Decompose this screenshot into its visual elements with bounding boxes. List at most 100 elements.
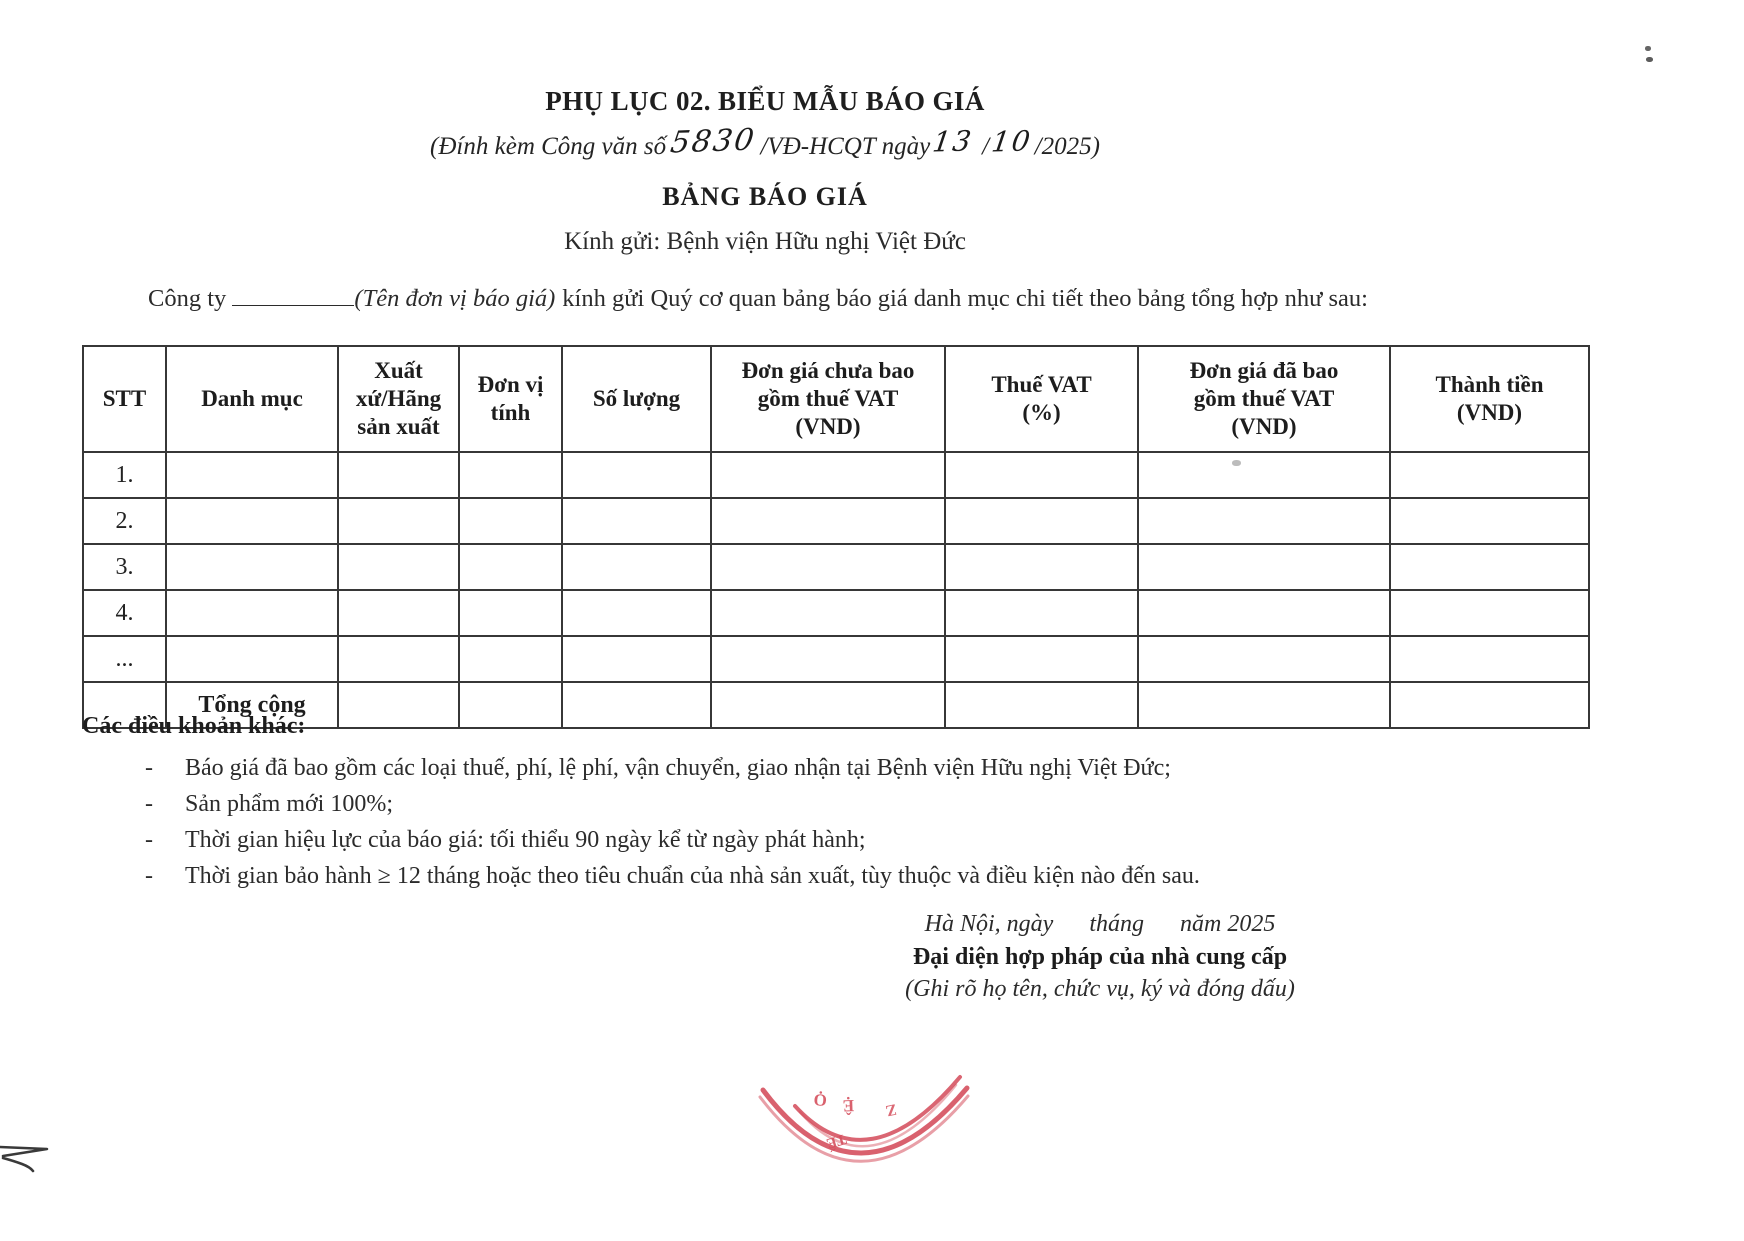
row-number-cell: 4. — [82, 589, 167, 637]
signature-role: Đại diện hợp pháp của nhà cung cấp — [912, 943, 1288, 970]
table-cell — [1137, 543, 1391, 591]
table-row: ... — [82, 635, 1590, 683]
column-header-xuat-xu: Xuất xứ/Hãng sản xuất — [337, 345, 460, 453]
header-row: STT Danh mục Xuất xứ/Hãng sản xuất Đơn v… — [82, 345, 1590, 453]
table-cell — [337, 497, 460, 545]
table-cell — [165, 589, 339, 637]
handwritten-doc-number: 5830 — [668, 122, 759, 161]
table-cell — [561, 497, 712, 545]
bullet-dash: - — [145, 755, 153, 781]
table-cell — [944, 497, 1139, 545]
subtitle-post: /2025) — [1034, 133, 1100, 160]
table-cell — [458, 543, 563, 591]
company-name-blank — [232, 281, 355, 306]
table-cell — [1389, 681, 1590, 729]
intro-paragraph: Công ty (Tên đơn vị báo giá) kính gửi Quý… — [148, 281, 1568, 313]
term-item: - Sản phẩm mới 100%; — [145, 786, 1595, 822]
stamp-letter: Ọ — [813, 1090, 828, 1110]
table-cell — [561, 451, 712, 499]
table-cell — [458, 589, 563, 637]
table-cell — [1137, 589, 1391, 637]
table-cell — [1389, 589, 1590, 637]
recipient-line: Kính gửi: Bệnh viện Hữu nghị Việt Đức — [564, 228, 966, 255]
row-number-cell: ... — [82, 635, 167, 683]
table-row: 1. — [82, 451, 1590, 499]
subtitle-line: (Đính kèm Công văn số5830/VĐ-HCQT ngày13… — [0, 123, 1530, 162]
table-cell — [337, 543, 460, 591]
table-cell — [337, 589, 460, 637]
subtitle-mid: /VĐ-HCQT ngày — [760, 133, 931, 160]
document-heading: BẢNG BÁO GIÁ — [662, 182, 868, 211]
table-row: 2. — [82, 497, 1590, 545]
column-header-thanh-tien: Thành tiền (VND) — [1389, 345, 1590, 453]
table-cell — [561, 543, 712, 591]
table-cell — [1389, 497, 1590, 545]
intro-rest: kính gửi Quý cơ quan bảng báo giá danh m… — [562, 285, 1368, 312]
table-cell — [561, 681, 712, 729]
table-row: 4. — [82, 589, 1590, 637]
row-number-cell: 3. — [82, 543, 167, 591]
table-cell — [561, 589, 712, 637]
table-cell — [1137, 681, 1391, 729]
table-cell — [1137, 497, 1391, 545]
table-cell — [710, 589, 946, 637]
table-cell — [458, 635, 563, 683]
bullet-dash: - — [145, 827, 153, 853]
table-cell — [710, 497, 946, 545]
table-cell — [561, 635, 712, 683]
table-cell — [944, 681, 1139, 729]
table-cell — [337, 681, 460, 729]
signature-block: Hà Nội, ngày tháng năm 2025 Đại diện hợp… — [840, 908, 1360, 1006]
table-cell — [458, 681, 563, 729]
signature-place-date: Hà Nội, ngày tháng năm 2025 — [924, 911, 1276, 937]
total-row: Tổng cộng — [82, 681, 1590, 729]
ink-speck — [1645, 46, 1651, 51]
term-text: Thời gian bảo hành ≥ 12 tháng hoặc theo … — [185, 863, 1200, 889]
table-cell — [165, 497, 339, 545]
terms-title: Các điều khoản khác: — [82, 713, 306, 739]
table-cell — [710, 681, 946, 729]
column-header-don-vi-tinh: Đơn vị tính — [458, 345, 563, 453]
table-cell — [337, 451, 460, 499]
stamp-letter: TẾ — [824, 1130, 848, 1152]
table-cell — [944, 451, 1139, 499]
stamp-letter: Z — [884, 1100, 898, 1119]
table-cell — [944, 589, 1139, 637]
table-cell — [82, 681, 167, 729]
ink-speck — [1646, 57, 1653, 62]
column-header-thue-vat: Thuế VAT (%) — [944, 345, 1139, 453]
table-cell — [165, 543, 339, 591]
scan-artifact — [1232, 460, 1241, 466]
table-row: 3. — [82, 543, 1590, 591]
term-text: Thời gian hiệu lực của báo giá: tối thiể… — [185, 827, 866, 853]
page-title: PHỤ LỤC 02. BIỂU MẪU BÁO GIÁ — [545, 86, 985, 116]
table-cell — [710, 543, 946, 591]
terms-list: - Báo giá đã bao gồm các loại thuế, phí,… — [145, 750, 1595, 894]
table-cell — [1389, 635, 1590, 683]
column-header-stt: STT — [82, 345, 167, 453]
total-label-cell: Tổng cộng — [165, 681, 339, 729]
table-cell — [1389, 451, 1590, 499]
column-header-danh-muc: Danh mục — [165, 345, 339, 453]
subtitle-separator: / — [982, 133, 990, 160]
red-stamp: Ọ Ệ Z TẾ — [758, 1075, 970, 1163]
term-item: - Thời gian bảo hành ≥ 12 tháng hoặc the… — [145, 858, 1595, 894]
stamp-letter: Ệ — [842, 1096, 854, 1115]
company-label: Công ty — [148, 285, 227, 312]
company-hint: (Tên đơn vị báo giá) — [354, 285, 556, 312]
subtitle-pre: (Đính kèm Công văn số — [430, 133, 667, 160]
table-cell — [165, 451, 339, 499]
term-text: Sản phẩm mới 100%; — [185, 791, 394, 817]
term-item: - Báo giá đã bao gồm các loại thuế, phí,… — [145, 750, 1595, 786]
handwritten-day: 13 — [930, 124, 976, 159]
handwritten-month: 10 — [989, 124, 1035, 159]
table-cell — [458, 497, 563, 545]
column-header-don-gia-chua-vat: Đơn giá chưa bao gồm thuế VAT (VND) — [710, 345, 946, 453]
column-header-don-gia-da-vat: Đơn giá đã bao gồm thuế VAT (VND) — [1137, 345, 1391, 453]
table-cell — [1137, 635, 1391, 683]
signature-note: (Ghi rõ họ tên, chức vụ, ký và đóng dấu) — [905, 976, 1295, 1002]
bullet-dash: - — [145, 863, 153, 889]
table-cell — [944, 635, 1139, 683]
column-header-so-luong: Số lượng — [561, 345, 712, 453]
